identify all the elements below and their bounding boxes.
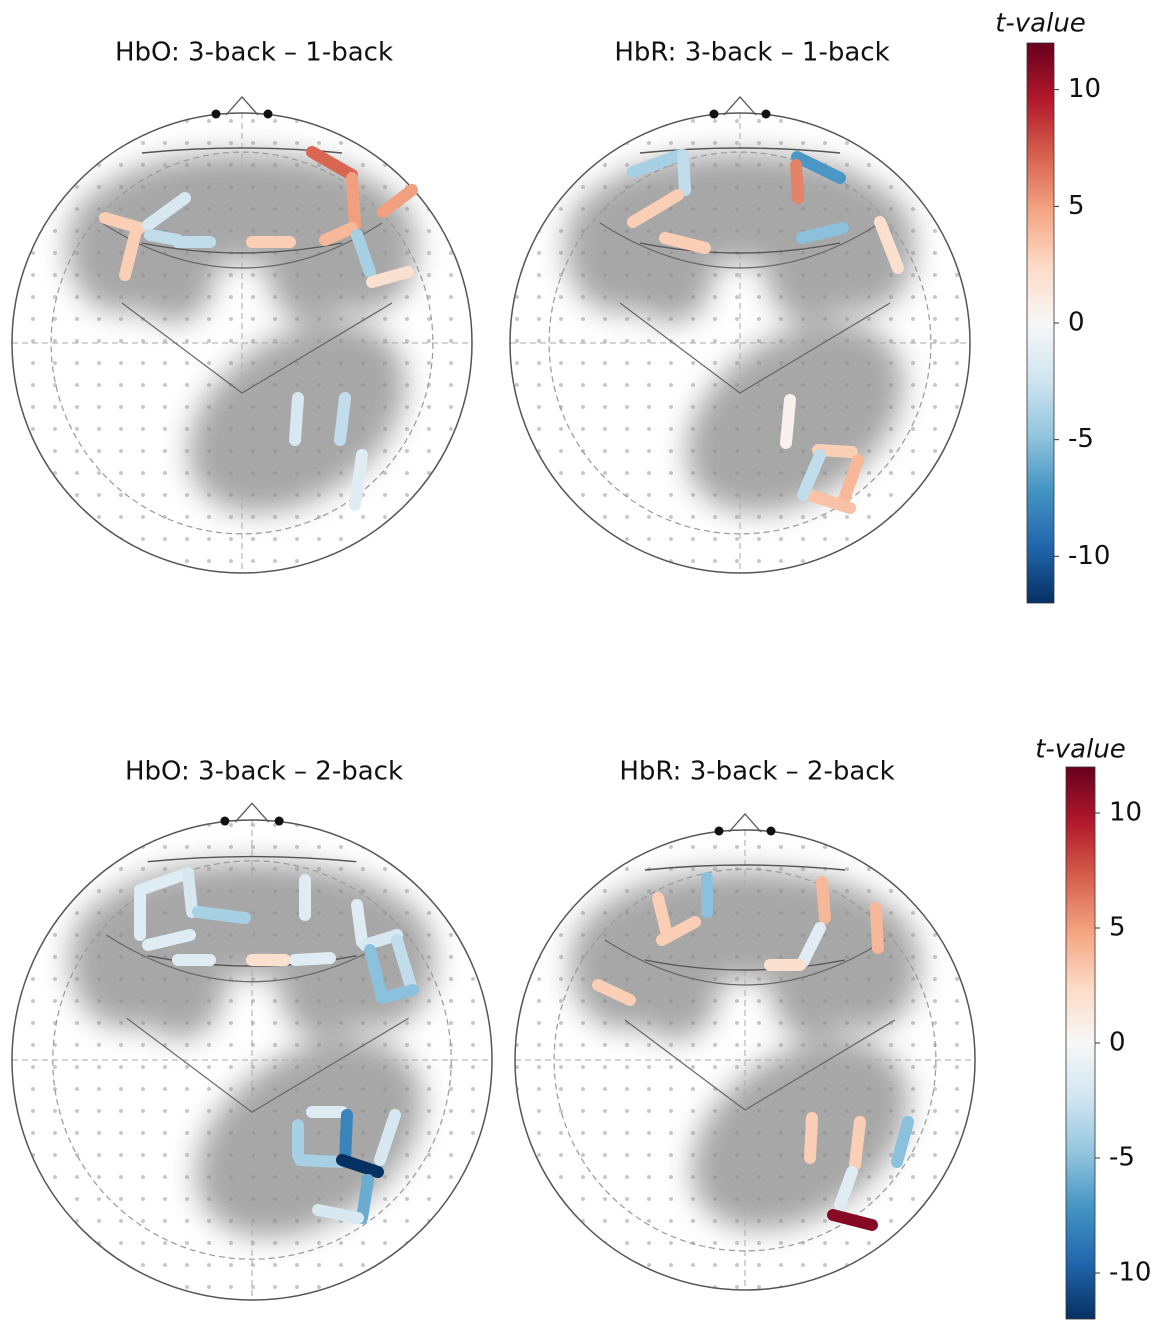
colorbar-label: t-value: [995, 9, 1086, 39]
channel: [683, 155, 685, 190]
channel: [295, 958, 330, 960]
colorbar-tick-label: 5: [1109, 913, 1126, 943]
channel: [340, 398, 345, 440]
fiducial: [275, 817, 284, 826]
head-panel: [12, 97, 472, 573]
channel: [822, 882, 825, 918]
panel-title: HbO: 3-back – 1-back: [115, 38, 393, 68]
colorbar-tick-label: 5: [1068, 191, 1085, 221]
channel: [355, 455, 362, 505]
channel: [345, 1115, 347, 1160]
cortex-blob: [630, 930, 720, 1040]
colorbar-tick-label: -5: [1068, 424, 1094, 454]
fiducial: [762, 110, 771, 119]
colorbar: [1066, 767, 1095, 1319]
channel: [796, 165, 798, 198]
colorbar-label: t-value: [1035, 735, 1126, 765]
fiducial: [715, 827, 724, 836]
fiducial: [212, 110, 221, 119]
channel: [295, 398, 298, 440]
colorbar-tick-label: -5: [1109, 1143, 1135, 1173]
colorbar: [1027, 43, 1054, 603]
channel: [876, 908, 878, 948]
head-panel: [510, 97, 970, 573]
channel: [810, 1118, 812, 1158]
channel: [855, 1122, 860, 1165]
fiducial: [264, 110, 273, 119]
channel: [188, 873, 192, 912]
channel: [357, 905, 362, 942]
colorbar-tick-label: -10: [1068, 541, 1110, 571]
channel: [382, 990, 413, 998]
fiducial: [710, 110, 719, 119]
panel-title: HbR: 3-back – 2-back: [619, 757, 894, 787]
fiducial: [220, 817, 229, 826]
channel: [318, 1210, 358, 1218]
head-panel: [515, 814, 975, 1290]
cortex-blob: [625, 213, 715, 323]
colorbar-tick-label: 0: [1109, 1028, 1126, 1058]
channel: [300, 1160, 340, 1162]
panel-title: HbO: 3-back – 2-back: [125, 757, 403, 787]
colorbar-tick-label: 10: [1109, 798, 1142, 828]
colorbar-tick-label: 0: [1068, 308, 1085, 338]
colorbar-tick-label: 10: [1068, 74, 1101, 104]
head-panel: [12, 803, 492, 1300]
figure: HbO: 3-back – 1-back HbR: 3-back – 1-back…: [0, 0, 1161, 1321]
channel: [198, 912, 245, 918]
channel: [362, 1180, 368, 1218]
channel: [352, 178, 355, 225]
fiducial: [767, 827, 776, 836]
colorbar-tick-label: -10: [1109, 1258, 1151, 1288]
panel-title: HbR: 3-back – 1-back: [614, 38, 889, 68]
channel: [786, 400, 790, 443]
